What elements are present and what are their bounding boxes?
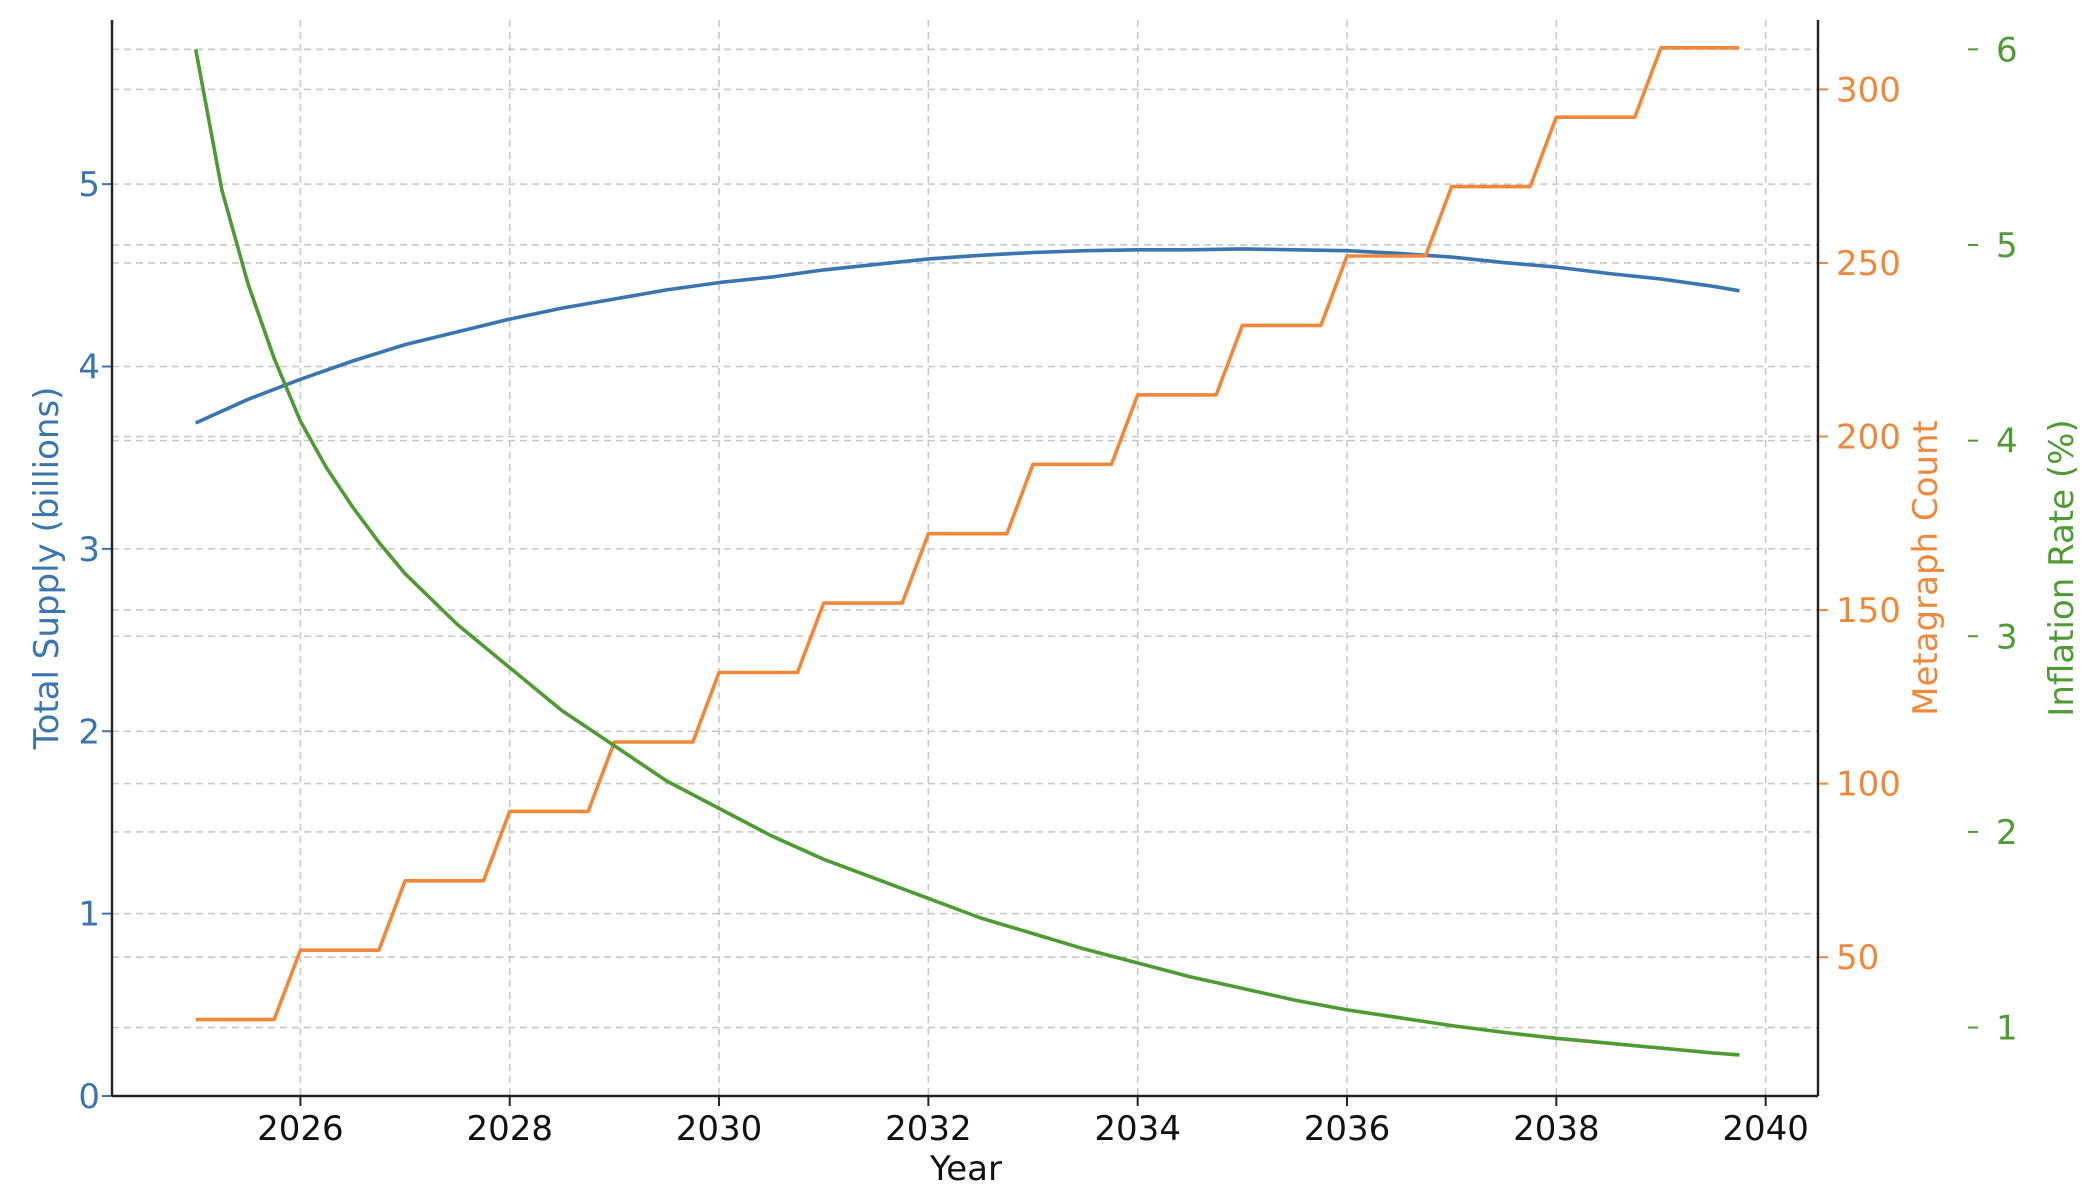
x-axis-title: Year: [929, 1149, 1002, 1189]
right2-tick-label: 4: [1996, 422, 2018, 462]
x-tick-label: 2026: [257, 1109, 344, 1149]
right2-tick-label: 3: [1996, 617, 2018, 657]
x-tick-label: 2028: [466, 1109, 553, 1149]
series-line-inflation-rate: [193, 48, 1740, 1057]
series-line-total-supply-billions: [194, 247, 1740, 425]
right2-tick-label: 1: [1996, 1009, 2018, 1049]
right1-axis-title: Metagraph Count: [1906, 420, 1946, 716]
left-tick-label: 4: [78, 348, 100, 388]
x-tick-label: 2032: [885, 1109, 972, 1149]
right1-tick-label: 50: [1836, 938, 1879, 978]
left-tick-label: 2: [78, 712, 100, 752]
right2-tick-label: 5: [1996, 226, 2018, 266]
x-tick-label: 2040: [1722, 1109, 1809, 1149]
left-tick-label: 1: [78, 895, 100, 935]
series-layer: [193, 45, 1740, 1057]
axes-layer: 2026 2028 2030 2032 2034 2036 2038 2040 0 1 2 3 4 5 50…: [78, 20, 2018, 1149]
right1-tick-label: 250: [1836, 244, 1901, 284]
right1-tick-label: 200: [1836, 418, 1901, 458]
x-tick-label: 2030: [676, 1109, 763, 1149]
series-line-metagraph-count: [195, 45, 1740, 1022]
x-tick-label: 2034: [1094, 1109, 1181, 1149]
right2-tick-label: 2: [1996, 813, 2018, 853]
left-axis-title: Total Supply (billions): [27, 387, 67, 751]
x-tick-label: 2038: [1513, 1109, 1600, 1149]
x-tick-label: 2036: [1304, 1109, 1391, 1149]
right1-tick-label: 100: [1836, 765, 1901, 805]
right2-tick-label: 6: [1996, 30, 2018, 70]
left-tick-label: 3: [78, 530, 100, 570]
right2-axis-title: Inflation Rate (%): [2042, 419, 2082, 716]
right1-tick-label: 300: [1836, 70, 1901, 110]
left-tick-label: 5: [78, 165, 100, 205]
grid-layer: [112, 20, 1818, 1097]
left-tick-label: 0: [78, 1077, 100, 1117]
right1-tick-label: 150: [1836, 591, 1901, 631]
